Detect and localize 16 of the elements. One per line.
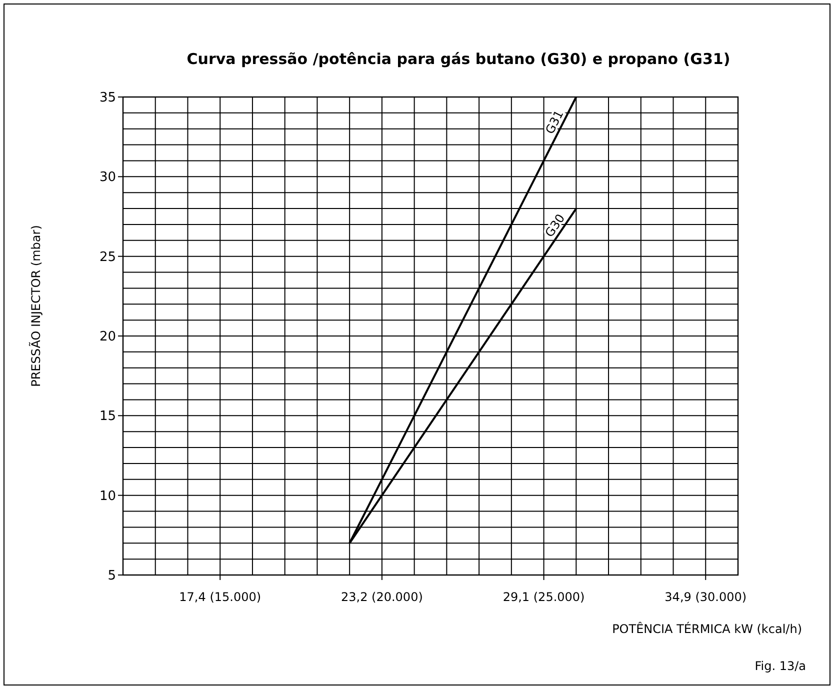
x-tick-label: 17,4 (15.000) (179, 590, 262, 604)
y-tick-label: 20 (99, 330, 116, 345)
y-tick-label: 35 (99, 90, 116, 106)
y-tick-label: 25 (99, 250, 116, 265)
y-tick-label: 30 (99, 170, 116, 186)
y-tick-label: 10 (99, 488, 116, 504)
y-tick-label: 5 (108, 568, 116, 584)
caption: Fig. 13/a (754, 659, 806, 673)
chart-title: Curva pressão /potência para gás butano (G30) e propano (G31) (186, 50, 730, 68)
y-tick-label: 15 (99, 409, 116, 424)
x-tick-label: 23,2 (20.000) (341, 590, 423, 604)
x-tick-label: 29,1 (25.000) (502, 590, 585, 604)
text: G31 (542, 108, 566, 136)
y-axis-title: PRESSÃO INJECTOR (mbar) (28, 225, 43, 387)
x-tick-label: 34,9 (30.000) (664, 590, 747, 604)
x-axis-title: POTÊNCIA TÉRMICA kW (kcal/h) (612, 621, 802, 636)
